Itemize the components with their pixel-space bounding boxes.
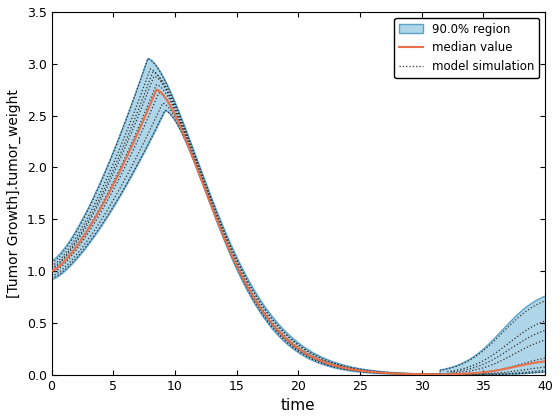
- Legend: 90.0% region, median value, model simulation: 90.0% region, median value, model simula…: [394, 18, 539, 78]
- Y-axis label: [Tumor Growth].tumor_weight: [Tumor Growth].tumor_weight: [7, 89, 21, 298]
- X-axis label: time: time: [281, 398, 316, 413]
